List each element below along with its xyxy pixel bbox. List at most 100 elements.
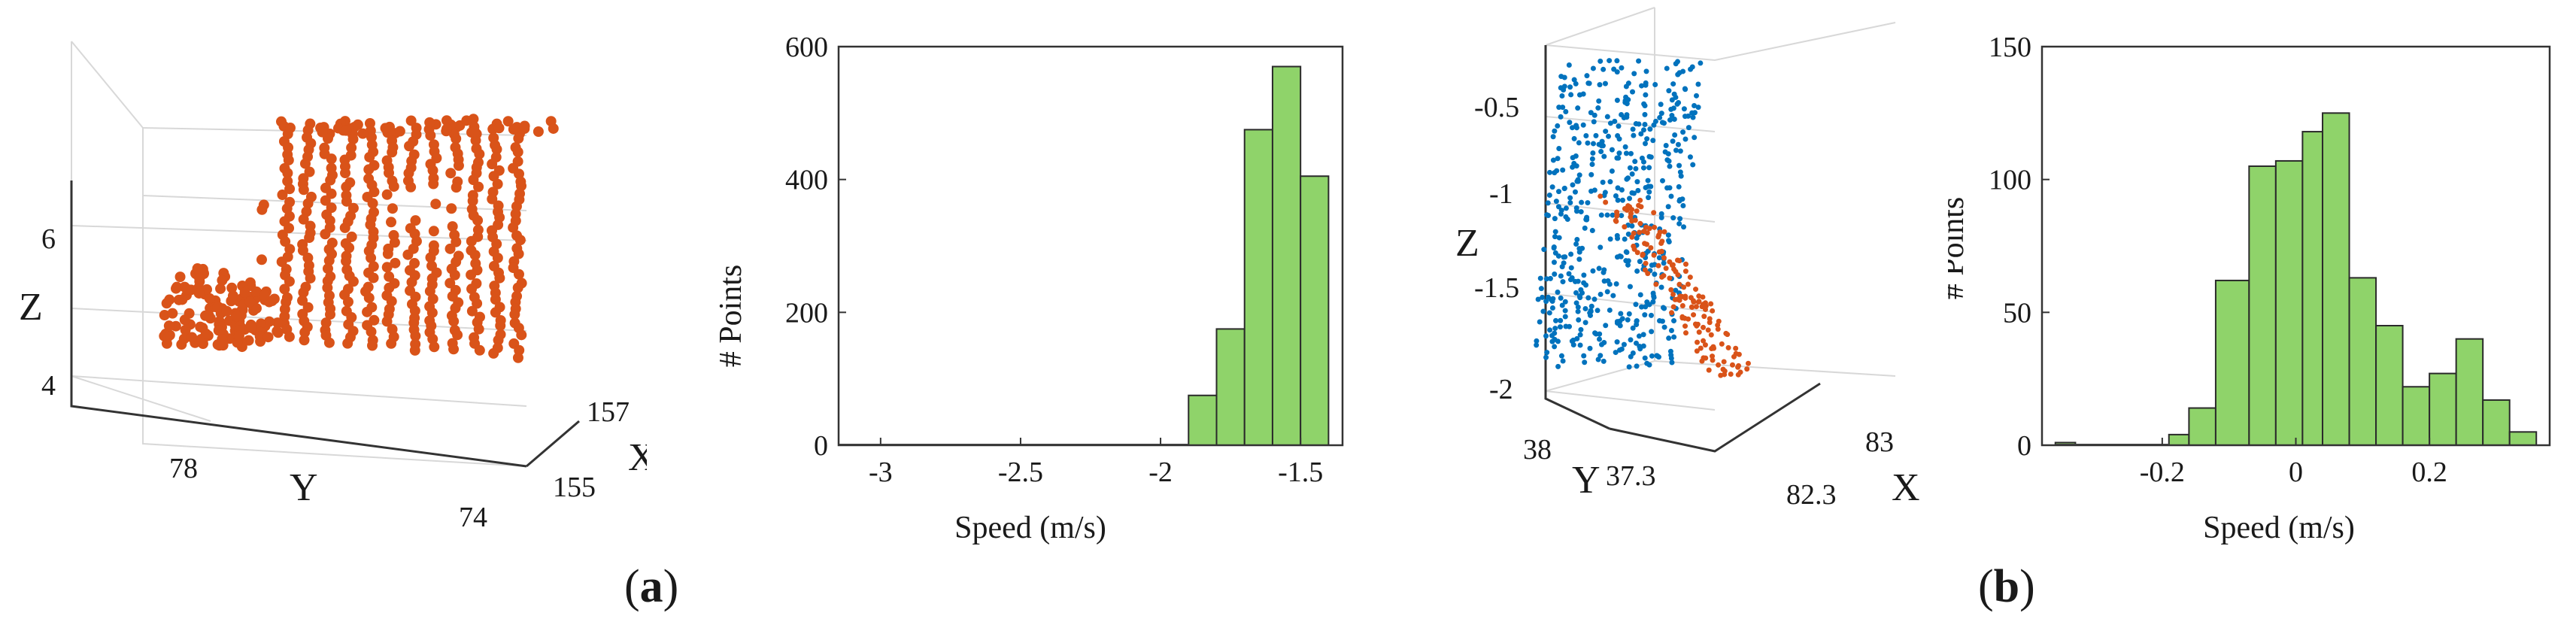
point [1632,217,1638,223]
histogram-bar [2168,433,2190,446]
histogram-a-bars [839,65,1330,447]
point [1566,271,1572,277]
point [1680,129,1686,135]
histogram-bar [2301,131,2324,446]
point [1597,291,1604,297]
point [1636,333,1642,339]
point [1642,312,1648,318]
point [283,154,294,165]
point [284,123,296,134]
point [262,332,274,343]
point [1696,293,1702,299]
x-tick-label: 0.2 [2411,457,2447,488]
point [386,338,397,349]
point [194,273,205,284]
point [1555,338,1561,344]
point [425,130,436,141]
point [1629,234,1635,240]
point [512,352,523,363]
point [451,236,462,247]
point [1736,362,1742,369]
histogram-bar [1243,129,1273,447]
point [1552,326,1558,332]
point [1609,168,1615,174]
point [410,330,421,341]
point [254,331,265,342]
point [1588,110,1594,116]
point [1631,243,1637,249]
point [1610,212,1616,218]
point [1558,74,1564,80]
point [1695,321,1701,327]
point [469,250,481,261]
point [1601,153,1607,159]
point [1591,296,1597,302]
point [1700,302,1706,308]
point [1640,332,1646,338]
point [1655,234,1661,240]
point [1701,338,1707,344]
point [1729,362,1735,368]
point [1538,286,1544,292]
point [1642,102,1648,108]
point [448,316,460,327]
z-tick-6: 6 [41,223,56,255]
point [519,120,530,132]
point [1614,320,1620,326]
point [1584,73,1590,79]
point [405,181,417,193]
point [1552,271,1558,277]
point [284,184,296,195]
point [299,335,310,346]
point [1631,71,1637,77]
point [1673,287,1679,293]
point [453,160,464,171]
point [1619,187,1625,193]
point [386,217,397,228]
point [509,309,520,320]
point [1682,136,1689,142]
point [470,135,481,146]
point [1633,340,1639,346]
point [363,164,375,175]
point [1701,324,1707,330]
point [246,323,257,334]
point [1553,317,1559,323]
point [445,243,456,254]
point [250,302,262,314]
point [1652,224,1658,230]
point [1556,145,1562,151]
scatter3d-b-points [1534,58,1751,378]
point [1708,332,1714,338]
y-tick-label: 600 [785,32,828,63]
point [192,263,203,275]
point [1675,59,1681,65]
point [430,199,441,210]
point [1601,358,1607,364]
point [1652,271,1658,278]
histogram-bar [1188,394,1218,446]
point [1589,228,1595,234]
point [1567,323,1573,329]
point [490,294,501,305]
point [1648,312,1654,318]
y-tick-74: 74 [459,502,487,533]
point [447,221,458,232]
point [441,123,453,135]
point [428,178,439,190]
point [1615,185,1621,191]
point [1656,317,1662,323]
point [1558,353,1564,359]
z-tick-neg2: -2 [1489,374,1513,405]
point [173,294,184,305]
point [1598,212,1604,218]
point [1595,356,1601,362]
point [1639,304,1645,310]
point [1627,196,1633,202]
point [511,201,522,212]
point [1631,190,1637,196]
point [1631,132,1637,138]
point [204,293,215,304]
point [1591,112,1597,118]
point [1628,337,1634,343]
